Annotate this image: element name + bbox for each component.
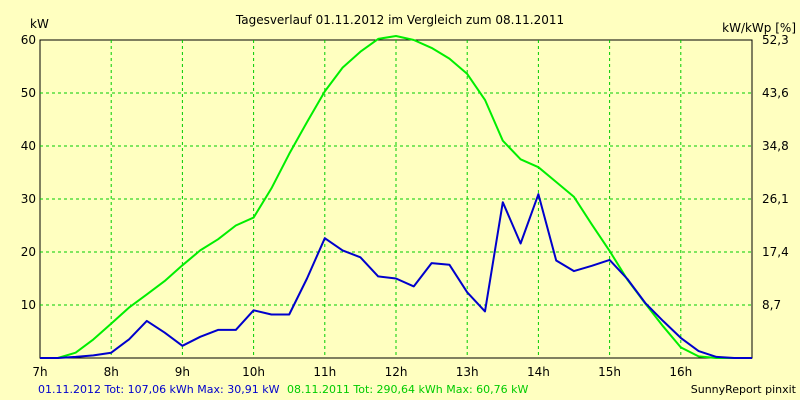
y-tick-label-left: 50 (21, 86, 36, 100)
x-tick-label: 11h (313, 365, 336, 379)
x-tick-label: 12h (385, 365, 408, 379)
footer-credit: SunnyReport pinxit (691, 383, 797, 396)
x-tick-label: 8h (104, 365, 119, 379)
y-tick-label-left: 30 (21, 192, 36, 206)
y-tick-label-left: 10 (21, 298, 36, 312)
chart-title: Tagesverlauf 01.11.2012 im Vergleich zum… (235, 13, 564, 27)
x-tick-label: 10h (242, 365, 265, 379)
x-tick-label: 16h (669, 365, 692, 379)
x-tick-label: 7h (32, 365, 47, 379)
footer-legend: 01.11.2012 Tot: 107,06 kWh Max: 30,91 kW… (38, 383, 529, 396)
y-tick-label-right: 17,4 (762, 245, 789, 259)
y-tick-label-right: 26,1 (762, 192, 789, 206)
y-tick-label-right: 43,6 (762, 86, 789, 100)
legend-series-1: 01.11.2012 Tot: 107,06 kWh Max: 30,91 kW (38, 383, 280, 396)
grid (40, 40, 752, 358)
y-tick-label-left: 60 (21, 33, 36, 47)
y-axis-label-left: kW (30, 17, 49, 31)
y-tick-label-right: 8,7 (762, 298, 781, 312)
x-tick-label: 14h (527, 365, 550, 379)
y-tick-label-left: 20 (21, 245, 36, 259)
y-tick-label-right: 52,3 (762, 33, 789, 47)
y-tick-label-left: 40 (21, 139, 36, 153)
ticks: 7h 8h 9h 10h 11h 12h 13h 14h 15h 16h 10 8,7 20 17,4 30… (21, 33, 789, 379)
series-layer (40, 35, 752, 359)
x-tick-label: 9h (175, 365, 190, 379)
series-line-1 (40, 193, 752, 359)
y-axis-label-right: kW/kWp [%] (722, 21, 796, 35)
y-tick-label-right: 34,8 (762, 139, 789, 153)
legend-series-2: 08.11.2011 Tot: 290,64 kWh Max: 60,76 kW (287, 383, 529, 396)
x-tick-label: 13h (456, 365, 479, 379)
x-tick-label: 15h (598, 365, 621, 379)
